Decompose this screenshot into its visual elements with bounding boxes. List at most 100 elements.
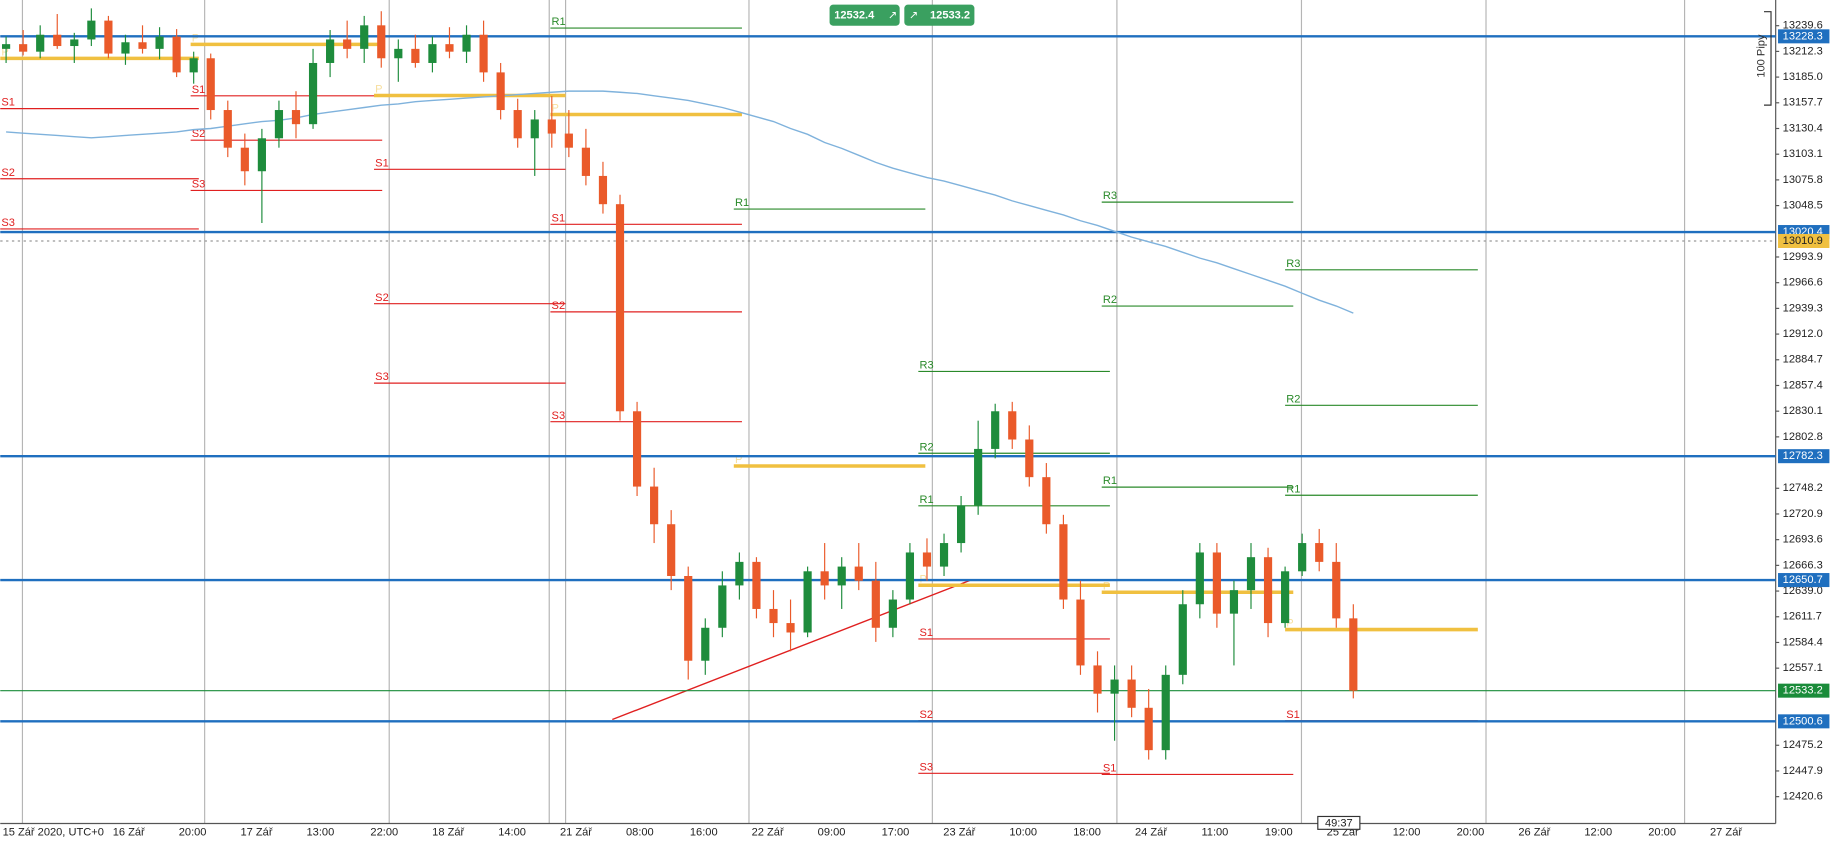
pivot-label: R3 — [920, 360, 934, 372]
level-tag — [1778, 714, 1830, 729]
x-tick-label: 26 Zář — [1518, 827, 1550, 839]
pip-bracket — [1764, 11, 1772, 106]
y-tick-label: 12993.9 — [1783, 251, 1823, 263]
pivot-label: S3 — [1, 217, 15, 229]
candle-body — [257, 138, 266, 172]
pivot-label: S3 — [920, 761, 934, 773]
x-tick-label: 11:00 — [1201, 827, 1228, 839]
pivot-label: R3 — [1103, 190, 1117, 202]
candle-body — [1008, 411, 1017, 440]
candle-body — [479, 34, 488, 73]
y-tick-label: 12720.9 — [1783, 508, 1823, 520]
current-price-tag — [1778, 683, 1830, 698]
pivot-label: P — [1, 46, 8, 58]
x-tick-label: 20:00 — [179, 827, 207, 839]
candle-body — [1212, 552, 1221, 614]
pivot-label: P — [1286, 618, 1293, 630]
candle-body — [581, 147, 590, 176]
candle-body — [223, 110, 232, 148]
y-tick-label: 12802.8 — [1783, 431, 1823, 443]
pivot-label: S2 — [375, 292, 389, 304]
candle-body — [274, 110, 284, 139]
candle-body — [1298, 543, 1307, 572]
y-tick-label: 12666.3 — [1783, 559, 1823, 571]
candle-body — [411, 48, 420, 63]
y-tick-label: 12884.7 — [1783, 354, 1823, 366]
candle-body — [377, 25, 386, 59]
candle-body — [701, 627, 710, 661]
candle-body — [53, 34, 62, 47]
y-tick-label: 12693.6 — [1783, 534, 1823, 546]
pivot-label: S3 — [375, 371, 389, 383]
candle-body — [428, 44, 437, 63]
candle-body — [905, 552, 915, 600]
pivot-label: S2 — [1, 167, 15, 179]
candle-body — [1093, 665, 1102, 694]
y-tick-label: 12639.0 — [1783, 585, 1823, 597]
pivot-label: R1 — [920, 494, 934, 506]
candle-body — [939, 543, 949, 567]
pivot-label: R3 — [1286, 258, 1300, 270]
level-label: 12650.7 — [1783, 574, 1823, 586]
candle-body — [1246, 557, 1256, 591]
candle-body — [1076, 599, 1085, 666]
candle-body — [326, 39, 335, 63]
candle-body — [564, 133, 573, 148]
candle-body — [1332, 561, 1341, 619]
countdown: 49:37 — [1325, 817, 1353, 829]
candle-body — [786, 623, 795, 633]
candle-body — [837, 566, 846, 586]
candle-body — [189, 58, 198, 73]
pivot-label: S1 — [920, 627, 934, 639]
y-tick-label: 13103.1 — [1783, 148, 1823, 160]
candle-body — [36, 34, 45, 52]
arrow-icon: ↗ — [909, 10, 918, 22]
candle-body — [1161, 674, 1170, 751]
candle-body — [70, 39, 79, 47]
x-tick-label: 12:00 — [1584, 827, 1612, 839]
buy-button[interactable] — [904, 4, 975, 26]
candle-body — [752, 561, 761, 609]
candle-body — [496, 72, 505, 111]
level-tag — [1778, 449, 1830, 464]
y-tick-label: 13048.5 — [1783, 200, 1823, 212]
y-tick-label: 12584.4 — [1783, 636, 1823, 648]
y-tick-label: 12857.4 — [1783, 379, 1823, 391]
pivot-label: S3 — [192, 179, 206, 191]
candle-body — [240, 147, 249, 172]
candle-body — [1127, 679, 1136, 708]
x-tick-label: 21 Zář — [560, 827, 592, 839]
y-tick-label: 13185.0 — [1783, 71, 1823, 83]
candle-body — [1110, 679, 1119, 694]
level-label: 13228.3 — [1783, 30, 1823, 42]
candle-body — [1195, 552, 1204, 605]
candle-body — [735, 561, 744, 586]
sell-button[interactable] — [829, 4, 900, 26]
candle-body — [1349, 618, 1358, 691]
x-tick-label: 19:00 — [1265, 827, 1293, 839]
y-tick-label: 12475.2 — [1783, 739, 1823, 751]
y-tick-label: 12447.9 — [1783, 765, 1823, 777]
candle-body — [1229, 590, 1239, 614]
y-tick-label: 13075.8 — [1783, 174, 1823, 186]
candle-body — [1059, 524, 1068, 600]
candle-body — [854, 566, 863, 581]
candle-body — [922, 552, 932, 567]
candle-body — [530, 119, 539, 139]
pivot-label: S2 — [920, 709, 934, 721]
pivot-label: S2 — [552, 300, 566, 312]
x-tick-label: 17:00 — [882, 827, 910, 839]
candle-body — [803, 571, 812, 633]
candle-body — [1263, 557, 1273, 624]
x-tick-label: 14:00 — [498, 827, 526, 839]
candle-body — [667, 524, 676, 577]
y-tick-label: 13239.6 — [1783, 20, 1823, 32]
pivot-label: R2 — [1103, 294, 1117, 306]
candle-body — [888, 599, 897, 628]
candle-body — [1042, 477, 1051, 525]
x-tick-label: 24 Zář — [1135, 827, 1167, 839]
y-tick-label: 12939.3 — [1783, 302, 1823, 314]
candle-body — [1178, 604, 1187, 675]
